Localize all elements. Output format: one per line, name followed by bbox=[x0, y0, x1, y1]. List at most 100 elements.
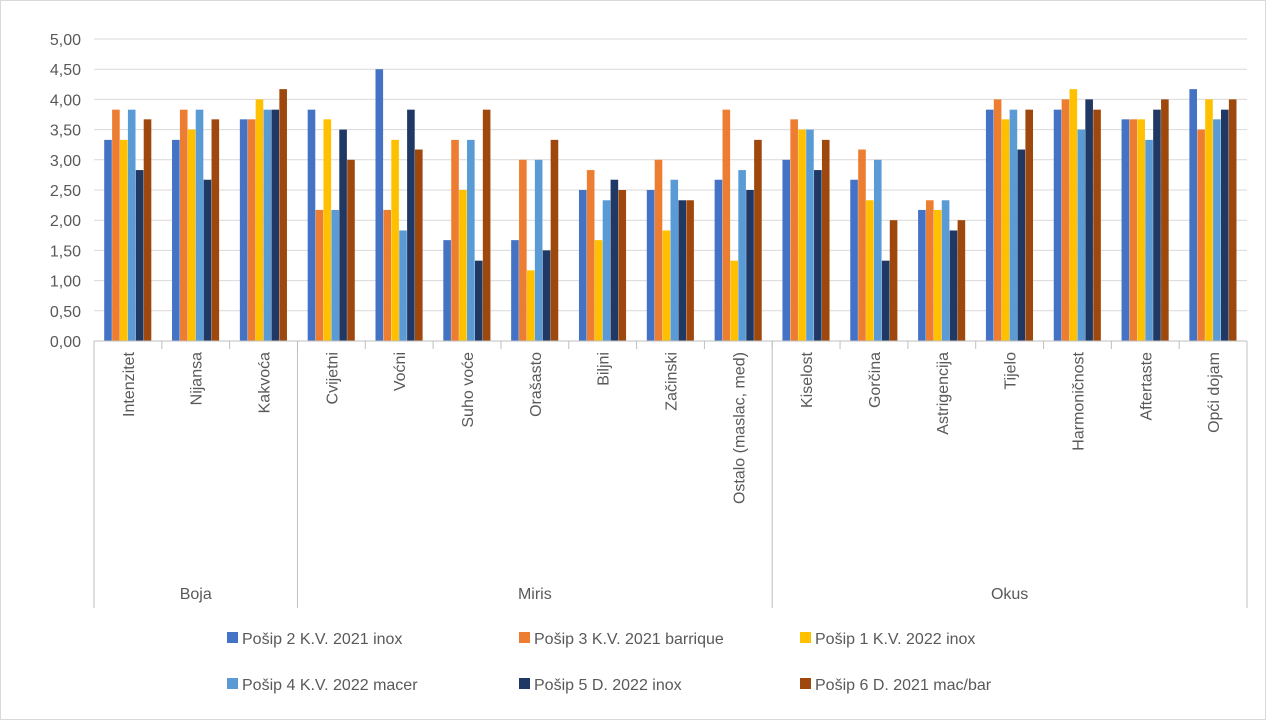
bar-1-2 bbox=[172, 139, 180, 341]
bar-2-15 bbox=[1061, 99, 1070, 342]
bar-3-5 bbox=[391, 139, 399, 341]
bar-3-9 bbox=[662, 230, 671, 341]
bar-1-7 bbox=[511, 240, 519, 341]
bar-5-9 bbox=[678, 200, 686, 341]
bar-4-17 bbox=[1213, 119, 1221, 341]
bar-5-14 bbox=[1017, 149, 1026, 341]
bar-4-15 bbox=[1077, 129, 1086, 341]
bar-2-5 bbox=[383, 209, 392, 341]
y-tick-label: 1,50 bbox=[50, 243, 81, 260]
legend-label: Pošip 5 D. 2022 inox bbox=[534, 677, 682, 694]
bar-6-3 bbox=[279, 89, 287, 341]
bar-3-14 bbox=[1001, 119, 1010, 341]
bar-1-14 bbox=[985, 109, 994, 341]
bar-1-5 bbox=[375, 69, 384, 341]
bar-2-11 bbox=[790, 119, 798, 341]
bar-6-17 bbox=[1228, 99, 1237, 342]
bar-3-11 bbox=[798, 129, 806, 341]
y-tick-label: 0,00 bbox=[50, 334, 81, 351]
legend-swatch bbox=[519, 678, 530, 689]
legend-swatch bbox=[519, 632, 530, 643]
bar-6-9 bbox=[686, 200, 694, 341]
bar-1-4 bbox=[307, 109, 316, 341]
bar-1-1 bbox=[104, 139, 112, 341]
bar-5-10 bbox=[746, 190, 754, 341]
bar-5-16 bbox=[1153, 109, 1161, 341]
bar-2-7 bbox=[519, 159, 527, 341]
bar-2-6 bbox=[451, 139, 459, 341]
bar-4-14 bbox=[1009, 109, 1018, 341]
category-label: Biljni bbox=[596, 352, 613, 386]
legend-swatch bbox=[800, 678, 811, 689]
bar-3-1 bbox=[120, 139, 128, 341]
bar-2-4 bbox=[315, 209, 324, 341]
y-tick-label: 3,00 bbox=[50, 153, 81, 170]
bar-5-6 bbox=[474, 260, 483, 341]
category-label: Aftertaste bbox=[1138, 352, 1155, 421]
bar-6-7 bbox=[550, 139, 559, 341]
bar-3-12 bbox=[866, 200, 874, 341]
bar-3-16 bbox=[1137, 119, 1145, 341]
legend-swatch bbox=[800, 632, 811, 643]
group-label: Miris bbox=[518, 586, 552, 603]
bar-3-2 bbox=[187, 129, 196, 341]
y-tick-label: 0,50 bbox=[50, 304, 81, 321]
y-tick-label: 4,50 bbox=[50, 62, 81, 79]
bar-3-10 bbox=[730, 260, 739, 341]
bar-2-13 bbox=[925, 200, 934, 341]
y-tick-label: 2,50 bbox=[50, 183, 81, 200]
category-label: Tijelo bbox=[1003, 352, 1020, 390]
legend-label: Pošip 1 K.V. 2022 inox bbox=[815, 631, 975, 648]
bar-5-17 bbox=[1220, 109, 1229, 341]
category-label: Opći dojam bbox=[1206, 352, 1223, 433]
bar-2-2 bbox=[179, 109, 188, 341]
legend-swatch bbox=[227, 632, 238, 643]
bar-5-4 bbox=[339, 129, 347, 341]
bar-5-15 bbox=[1085, 99, 1093, 342]
bar-4-11 bbox=[806, 129, 814, 341]
category-label: Cvijetni bbox=[324, 352, 341, 404]
bar-6-13 bbox=[957, 220, 966, 341]
bar-1-11 bbox=[782, 159, 791, 341]
bar-1-12 bbox=[850, 179, 858, 341]
bar-2-10 bbox=[722, 109, 731, 341]
bar-1-3 bbox=[239, 119, 248, 341]
group-label: Okus bbox=[991, 586, 1028, 603]
bar-6-14 bbox=[1025, 109, 1034, 341]
y-tick-label: 3,50 bbox=[50, 123, 81, 140]
legend-label: Pošip 2 K.V. 2021 inox bbox=[242, 631, 402, 648]
category-label: Kakvoća bbox=[257, 352, 274, 413]
bar-1-16 bbox=[1121, 119, 1130, 341]
category-label: Gorčina bbox=[867, 352, 884, 408]
bar-6-5 bbox=[415, 149, 423, 341]
bar-6-1 bbox=[143, 119, 152, 341]
bar-2-14 bbox=[993, 99, 1002, 342]
category-label: Voćni bbox=[392, 352, 409, 391]
legend-label: Pošip 6 D. 2021 mac/bar bbox=[815, 677, 992, 694]
y-tick-label: 1,00 bbox=[50, 274, 81, 291]
bar-4-3 bbox=[263, 109, 272, 341]
bar-2-1 bbox=[112, 109, 120, 341]
bar-5-11 bbox=[814, 170, 822, 341]
bar-2-12 bbox=[858, 149, 866, 341]
bar-4-9 bbox=[670, 179, 679, 341]
bar-2-3 bbox=[247, 119, 256, 341]
bar-3-7 bbox=[526, 270, 535, 341]
category-label: Ostalo (maslac, med) bbox=[731, 352, 748, 504]
bar-4-7 bbox=[534, 159, 543, 341]
category-label: Kiselost bbox=[799, 351, 816, 408]
bar-3-8 bbox=[594, 240, 603, 341]
bar-4-13 bbox=[941, 200, 950, 341]
bar-3-4 bbox=[323, 119, 332, 341]
bar-6-11 bbox=[821, 139, 830, 341]
bar-1-13 bbox=[918, 209, 926, 341]
bar-6-15 bbox=[1093, 109, 1101, 341]
bar-4-12 bbox=[873, 159, 882, 341]
y-tick-label: 2,00 bbox=[50, 213, 81, 230]
bar-2-9 bbox=[654, 159, 663, 341]
bar-5-5 bbox=[407, 109, 415, 341]
bar-5-13 bbox=[949, 230, 958, 341]
y-tick-label: 4,00 bbox=[50, 92, 81, 109]
bar-4-8 bbox=[602, 200, 611, 341]
